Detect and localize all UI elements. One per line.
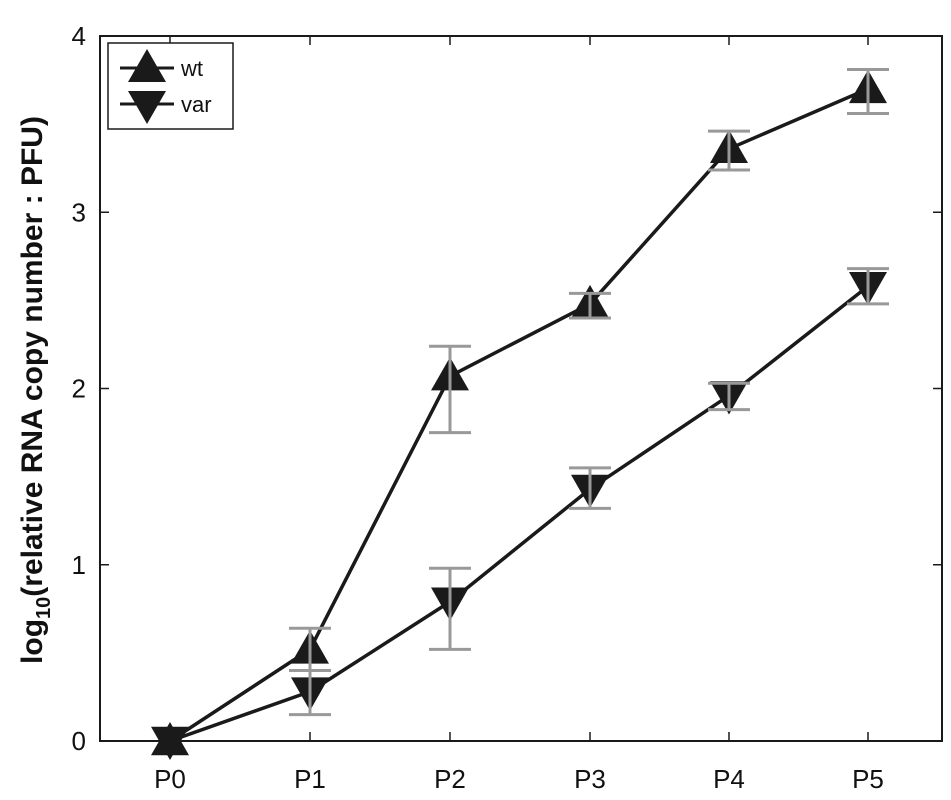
data-point — [151, 726, 189, 760]
y-tick-label: 0 — [72, 726, 86, 756]
y-tick-label: 2 — [72, 374, 86, 404]
errorbars-var — [289, 267, 889, 717]
series-line — [169, 87, 869, 743]
legend: wt var — [107, 42, 234, 130]
x-tick-label: P2 — [434, 764, 466, 794]
legend-marker-wt — [128, 49, 166, 82]
series-line — [169, 284, 870, 743]
y-tick-label: 3 — [72, 197, 86, 227]
x-tick-label: P5 — [852, 764, 884, 794]
x-tick-label: P3 — [574, 764, 606, 794]
x-tick-label: P1 — [294, 764, 326, 794]
y-tick-label: 1 — [72, 550, 86, 580]
plot-area — [99, 35, 943, 742]
legend-marker-var — [128, 91, 166, 124]
y-tick-label: 4 — [72, 21, 86, 51]
y-axis: 0 1 2 3 4 — [72, 21, 942, 756]
x-tick-label: P4 — [713, 764, 745, 794]
y-axis-label: log10(relative RNA copy number : PFU) — [16, 116, 55, 664]
legend-label-wt: wt — [180, 56, 203, 81]
series-layer — [151, 67, 889, 760]
x-tick-label: P0 — [154, 764, 186, 794]
legend-box — [107, 42, 234, 130]
x-axis: P0 P1 P2 P3 P4 P5 — [154, 36, 884, 794]
legend-label-var: var — [181, 92, 212, 117]
